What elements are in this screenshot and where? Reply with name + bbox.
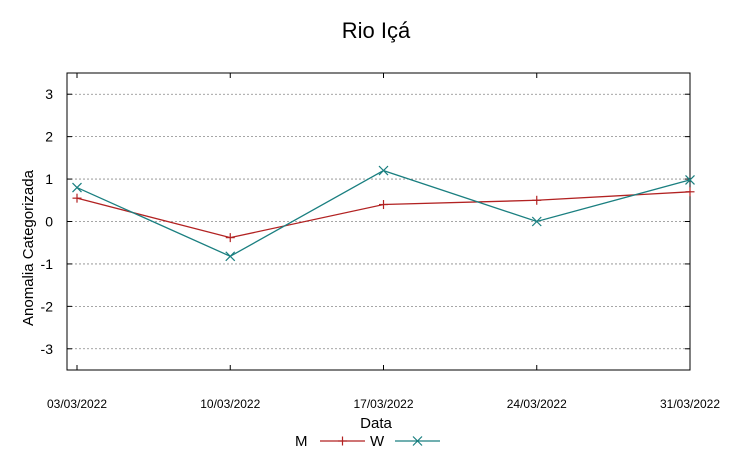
data-point-W: [531, 216, 542, 227]
data-point-M: [379, 200, 388, 210]
y-tick-label: 1: [45, 171, 53, 187]
y-tick-label: 0: [45, 214, 53, 230]
y-tick-label: 3: [45, 86, 53, 102]
data-point-M: [225, 233, 235, 243]
legend-marker-M: [338, 436, 347, 446]
data-point-W: [378, 165, 389, 176]
y-tick-label: 2: [45, 129, 53, 145]
x-axis-ticks: 03/03/2022 10/03/2022 17/03/2022 24/03/2022…: [47, 73, 720, 411]
series-line-M: [76, 191, 691, 239]
data-point-M: [685, 187, 695, 197]
x-tick-label: 31/03/2022: [660, 397, 720, 411]
y-tick-label: -1: [41, 256, 54, 272]
chart-title: Rio Içá: [342, 18, 411, 43]
series-group: [72, 165, 695, 262]
x-tick-label: 17/03/2022: [353, 397, 413, 411]
data-point-W: [225, 251, 236, 262]
legend-marker-W: [412, 436, 423, 446]
x-tick-label: 03/03/2022: [47, 397, 107, 411]
y-tick-label: -2: [41, 298, 54, 314]
y-axis-label: Anomalia Categorizada: [20, 169, 37, 326]
gridlines: [67, 93, 690, 350]
x-tick-label: 24/03/2022: [507, 397, 567, 411]
legend-label-M: M: [295, 433, 308, 450]
data-point-W: [685, 174, 695, 185]
data-point-M: [532, 195, 542, 205]
x-tick-label: 10/03/2022: [200, 397, 260, 411]
y-tick-label: -3: [41, 341, 54, 357]
legend-label-W: W: [370, 433, 385, 450]
series-line-W: [76, 169, 691, 258]
x-axis-label: Data: [360, 415, 392, 432]
data-point-W: [72, 182, 82, 193]
y-axis-ticks: 3 2 1 0 -1 -2 -3: [41, 86, 690, 357]
data-point-M: [72, 193, 82, 203]
